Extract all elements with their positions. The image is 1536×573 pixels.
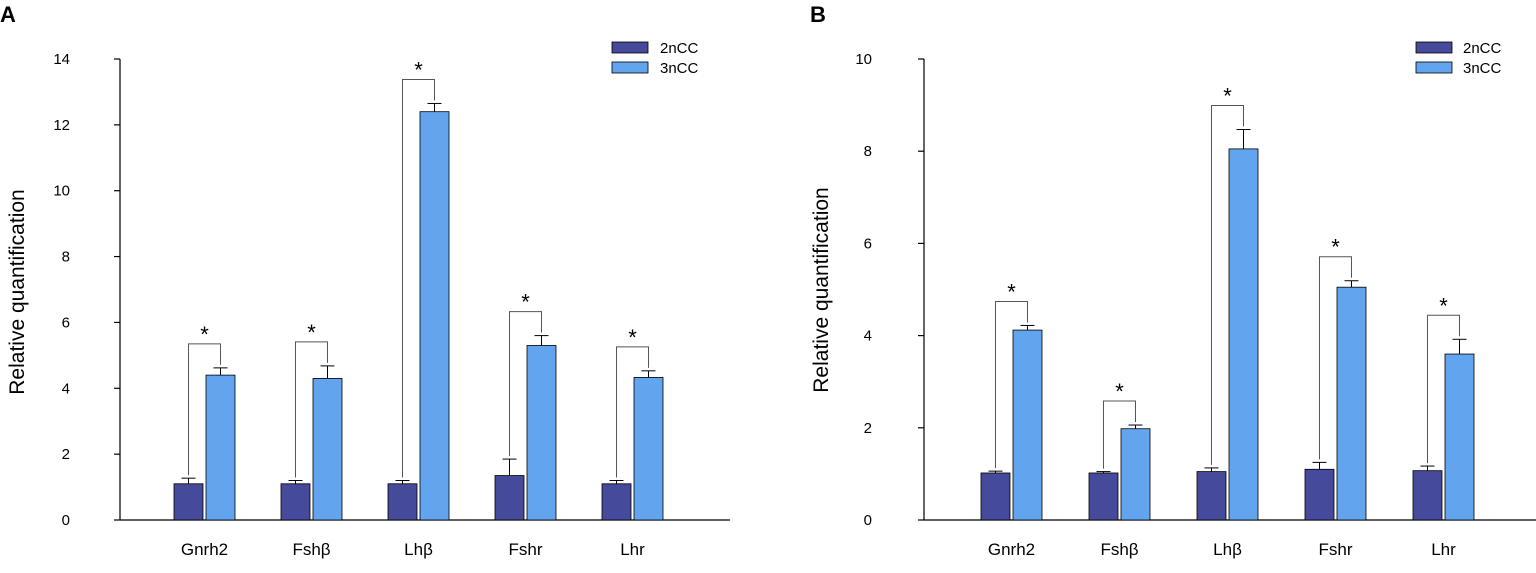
significance-bracket xyxy=(616,346,649,478)
bar-3ncc-lhr xyxy=(633,377,664,521)
significance-bracket xyxy=(1211,105,1244,465)
significance-bracket xyxy=(1427,314,1460,464)
y-tick-label: 0 xyxy=(864,512,872,529)
y-tick-label: 14 xyxy=(53,51,70,68)
bar-3ncc-gnrh2 xyxy=(1012,329,1043,521)
significance-star: * xyxy=(1115,379,1124,404)
legend-swatch-2ncc xyxy=(1415,41,1453,54)
y-tick-label: 2 xyxy=(62,446,70,463)
bar-2ncc-fshβ xyxy=(280,483,311,521)
y-tick-label: 12 xyxy=(53,117,70,134)
significance-star: * xyxy=(1331,235,1340,260)
x-category-label: Fshr xyxy=(509,540,543,559)
bar-2ncc-lhβ xyxy=(1196,471,1227,521)
significance-star: * xyxy=(307,320,316,345)
significance-bracket xyxy=(188,343,221,476)
y-tick-label: 4 xyxy=(864,328,872,345)
bar-3ncc-fshr xyxy=(526,345,557,521)
bar-2ncc-lhβ xyxy=(387,483,418,521)
bar-2ncc-gnrh2 xyxy=(173,483,204,521)
panel-b: B Relative quantification 2nCC 3nCC 0 2 4 6… xyxy=(810,2,1536,559)
significance-bracket xyxy=(1103,400,1136,469)
bar-2ncc-lhr xyxy=(1412,470,1443,521)
x-category-label: Lhr xyxy=(1431,540,1456,559)
x-category-label: Fshβ xyxy=(1100,540,1138,559)
bar-2ncc-gnrh2 xyxy=(980,472,1011,521)
bar-3ncc-lhβ xyxy=(419,111,450,521)
y-tick-label: 6 xyxy=(62,314,70,331)
y-tick-label: 6 xyxy=(864,235,872,252)
y-axis-label: Relative quantification xyxy=(6,189,29,394)
significance-star: * xyxy=(628,325,637,350)
legend: 2nCC 3nCC xyxy=(1415,40,1502,77)
bar-3ncc-lhr xyxy=(1444,353,1475,521)
y-tick-label: 8 xyxy=(62,249,70,266)
bar-2ncc-lhr xyxy=(601,483,632,521)
y-tick-label: 2 xyxy=(864,420,872,437)
bar-3ncc-gnrh2 xyxy=(205,374,236,521)
bar-3ncc-lhβ xyxy=(1228,148,1259,521)
significance-bracket xyxy=(509,311,542,457)
y-tick-label: 4 xyxy=(62,380,70,397)
x-category-label: Fshr xyxy=(1319,540,1353,559)
panel-letter: A xyxy=(0,2,16,27)
legend: 2nCC 3nCC xyxy=(611,40,699,77)
legend-swatch-3ncc xyxy=(611,61,649,74)
significance-bracket xyxy=(295,341,328,478)
significance-star: * xyxy=(1223,84,1232,109)
bar-3ncc-fshr xyxy=(1336,286,1367,521)
significance-star: * xyxy=(414,57,423,82)
significance-star: * xyxy=(1439,293,1448,318)
y-tick-label: 8 xyxy=(864,143,872,160)
x-category-label: Gnrh2 xyxy=(181,540,228,559)
significance-bracket xyxy=(1319,256,1352,460)
legend-label-2ncc: 2nCC xyxy=(1463,40,1502,57)
x-category-label: Lhr xyxy=(620,540,645,559)
significance-star: * xyxy=(1007,279,1016,304)
y-tick-label: 10 xyxy=(855,51,872,68)
x-category-label: Lhβ xyxy=(1213,540,1242,559)
bar-2ncc-fshr xyxy=(1304,468,1335,521)
y-axis-label: Relative quantification xyxy=(810,187,833,392)
x-category-label: Fshβ xyxy=(292,540,330,559)
bar-2ncc-fshβ xyxy=(1088,472,1119,521)
significance-bracket xyxy=(995,300,1028,469)
legend-label-3ncc: 3nCC xyxy=(660,60,699,77)
legend-swatch-2ncc xyxy=(611,41,649,54)
panel-a: A Relative quantification 2nCC 3nCC 0 2 4 6… xyxy=(0,2,730,559)
bar-2ncc-fshr xyxy=(494,475,525,521)
legend-label-3ncc: 3nCC xyxy=(1463,60,1502,77)
significance-star: * xyxy=(521,290,530,315)
significance-bracket xyxy=(402,78,435,478)
y-tick-label: 10 xyxy=(53,183,70,200)
x-category-label: Gnrh2 xyxy=(988,540,1035,559)
x-category-label: Lhβ xyxy=(404,540,433,559)
bar-3ncc-fshβ xyxy=(312,378,343,521)
significance-star: * xyxy=(200,322,209,347)
panel-letter: B xyxy=(810,2,826,27)
bar-3ncc-fshβ xyxy=(1120,428,1151,521)
y-tick-label: 0 xyxy=(62,512,70,529)
legend-swatch-3ncc xyxy=(1415,61,1453,74)
legend-label-2ncc: 2nCC xyxy=(660,40,699,57)
